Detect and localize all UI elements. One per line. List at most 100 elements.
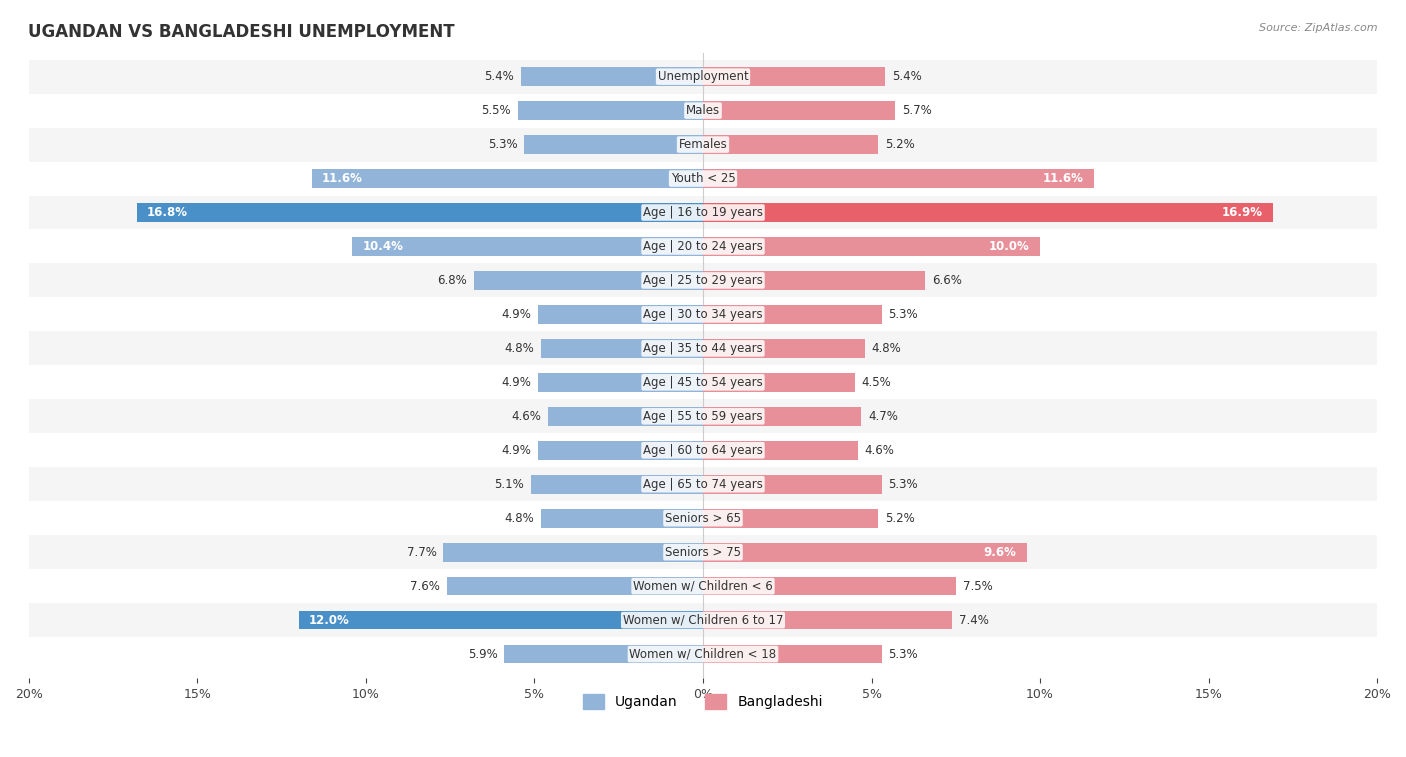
Bar — [298, 611, 703, 630]
Bar — [136, 203, 703, 222]
Text: 5.3%: 5.3% — [889, 308, 918, 321]
Text: 5.2%: 5.2% — [884, 138, 915, 151]
Bar — [541, 509, 703, 528]
Text: 4.6%: 4.6% — [512, 410, 541, 423]
Bar — [30, 569, 1376, 603]
Bar — [443, 543, 703, 562]
Text: Age | 60 to 64 years: Age | 60 to 64 years — [643, 444, 763, 456]
Bar — [703, 203, 1272, 222]
Bar — [538, 373, 703, 391]
Bar — [703, 339, 865, 358]
Text: 5.4%: 5.4% — [485, 70, 515, 83]
Text: 6.8%: 6.8% — [437, 274, 467, 287]
Text: 4.8%: 4.8% — [505, 342, 534, 355]
Text: 5.5%: 5.5% — [481, 104, 510, 117]
Text: 5.2%: 5.2% — [884, 512, 915, 525]
Bar — [703, 271, 925, 290]
Bar — [703, 611, 952, 630]
Text: 5.3%: 5.3% — [889, 478, 918, 491]
Text: Age | 35 to 44 years: Age | 35 to 44 years — [643, 342, 763, 355]
Text: 12.0%: 12.0% — [309, 614, 350, 627]
Bar — [703, 305, 882, 324]
Text: 5.9%: 5.9% — [468, 647, 498, 661]
Text: Age | 20 to 24 years: Age | 20 to 24 years — [643, 240, 763, 253]
Text: Unemployment: Unemployment — [658, 70, 748, 83]
Text: 7.6%: 7.6% — [411, 580, 440, 593]
Text: 4.7%: 4.7% — [868, 410, 898, 423]
Text: 10.0%: 10.0% — [990, 240, 1031, 253]
Bar — [703, 170, 1094, 188]
Bar — [703, 237, 1040, 256]
Bar — [30, 60, 1376, 94]
Bar — [703, 101, 896, 120]
Bar — [30, 263, 1376, 298]
Text: Youth < 25: Youth < 25 — [671, 172, 735, 185]
Text: 7.5%: 7.5% — [963, 580, 993, 593]
Bar — [30, 332, 1376, 366]
Bar — [353, 237, 703, 256]
Text: 5.1%: 5.1% — [495, 478, 524, 491]
Text: 7.4%: 7.4% — [959, 614, 988, 627]
Bar — [30, 400, 1376, 433]
Text: 7.7%: 7.7% — [406, 546, 437, 559]
Bar — [703, 67, 884, 86]
Legend: Ugandan, Bangladeshi: Ugandan, Bangladeshi — [578, 689, 828, 715]
Text: Women w/ Children < 18: Women w/ Children < 18 — [630, 647, 776, 661]
Bar — [703, 645, 882, 663]
Text: 16.8%: 16.8% — [146, 206, 188, 219]
Bar — [703, 373, 855, 391]
Bar — [703, 136, 879, 154]
Bar — [447, 577, 703, 596]
Bar — [30, 195, 1376, 229]
Text: Source: ZipAtlas.com: Source: ZipAtlas.com — [1260, 23, 1378, 33]
Text: Age | 16 to 19 years: Age | 16 to 19 years — [643, 206, 763, 219]
Bar — [30, 501, 1376, 535]
Text: Age | 30 to 34 years: Age | 30 to 34 years — [643, 308, 763, 321]
Bar — [474, 271, 703, 290]
Text: Seniors > 75: Seniors > 75 — [665, 546, 741, 559]
Text: 4.9%: 4.9% — [502, 375, 531, 389]
Text: 10.4%: 10.4% — [363, 240, 404, 253]
Bar — [538, 305, 703, 324]
Bar — [703, 509, 879, 528]
Text: 4.8%: 4.8% — [505, 512, 534, 525]
Text: 4.6%: 4.6% — [865, 444, 894, 456]
Bar — [541, 339, 703, 358]
Bar — [30, 535, 1376, 569]
Text: 5.3%: 5.3% — [889, 647, 918, 661]
Bar — [505, 645, 703, 663]
Bar — [703, 441, 858, 459]
Text: 4.9%: 4.9% — [502, 444, 531, 456]
Text: 16.9%: 16.9% — [1222, 206, 1263, 219]
Text: Age | 65 to 74 years: Age | 65 to 74 years — [643, 478, 763, 491]
Text: Seniors > 65: Seniors > 65 — [665, 512, 741, 525]
Bar — [30, 637, 1376, 671]
Bar — [517, 101, 703, 120]
Bar — [30, 161, 1376, 195]
Text: Males: Males — [686, 104, 720, 117]
Text: 11.6%: 11.6% — [1043, 172, 1084, 185]
Text: 4.8%: 4.8% — [872, 342, 901, 355]
Bar — [30, 433, 1376, 467]
Text: 4.9%: 4.9% — [502, 308, 531, 321]
Bar — [30, 366, 1376, 400]
Text: 9.6%: 9.6% — [984, 546, 1017, 559]
Bar — [703, 543, 1026, 562]
Bar — [30, 128, 1376, 161]
Bar — [703, 577, 956, 596]
Bar — [524, 136, 703, 154]
Bar — [548, 407, 703, 425]
Text: Women w/ Children < 6: Women w/ Children < 6 — [633, 580, 773, 593]
Bar — [30, 467, 1376, 501]
Bar — [703, 475, 882, 494]
Text: 5.4%: 5.4% — [891, 70, 921, 83]
Text: 4.5%: 4.5% — [862, 375, 891, 389]
Bar — [312, 170, 703, 188]
Text: UGANDAN VS BANGLADESHI UNEMPLOYMENT: UGANDAN VS BANGLADESHI UNEMPLOYMENT — [28, 23, 454, 41]
Text: Age | 25 to 29 years: Age | 25 to 29 years — [643, 274, 763, 287]
Text: Women w/ Children 6 to 17: Women w/ Children 6 to 17 — [623, 614, 783, 627]
Text: 6.6%: 6.6% — [932, 274, 962, 287]
Bar — [30, 94, 1376, 128]
Text: 5.7%: 5.7% — [901, 104, 932, 117]
Text: 5.3%: 5.3% — [488, 138, 517, 151]
